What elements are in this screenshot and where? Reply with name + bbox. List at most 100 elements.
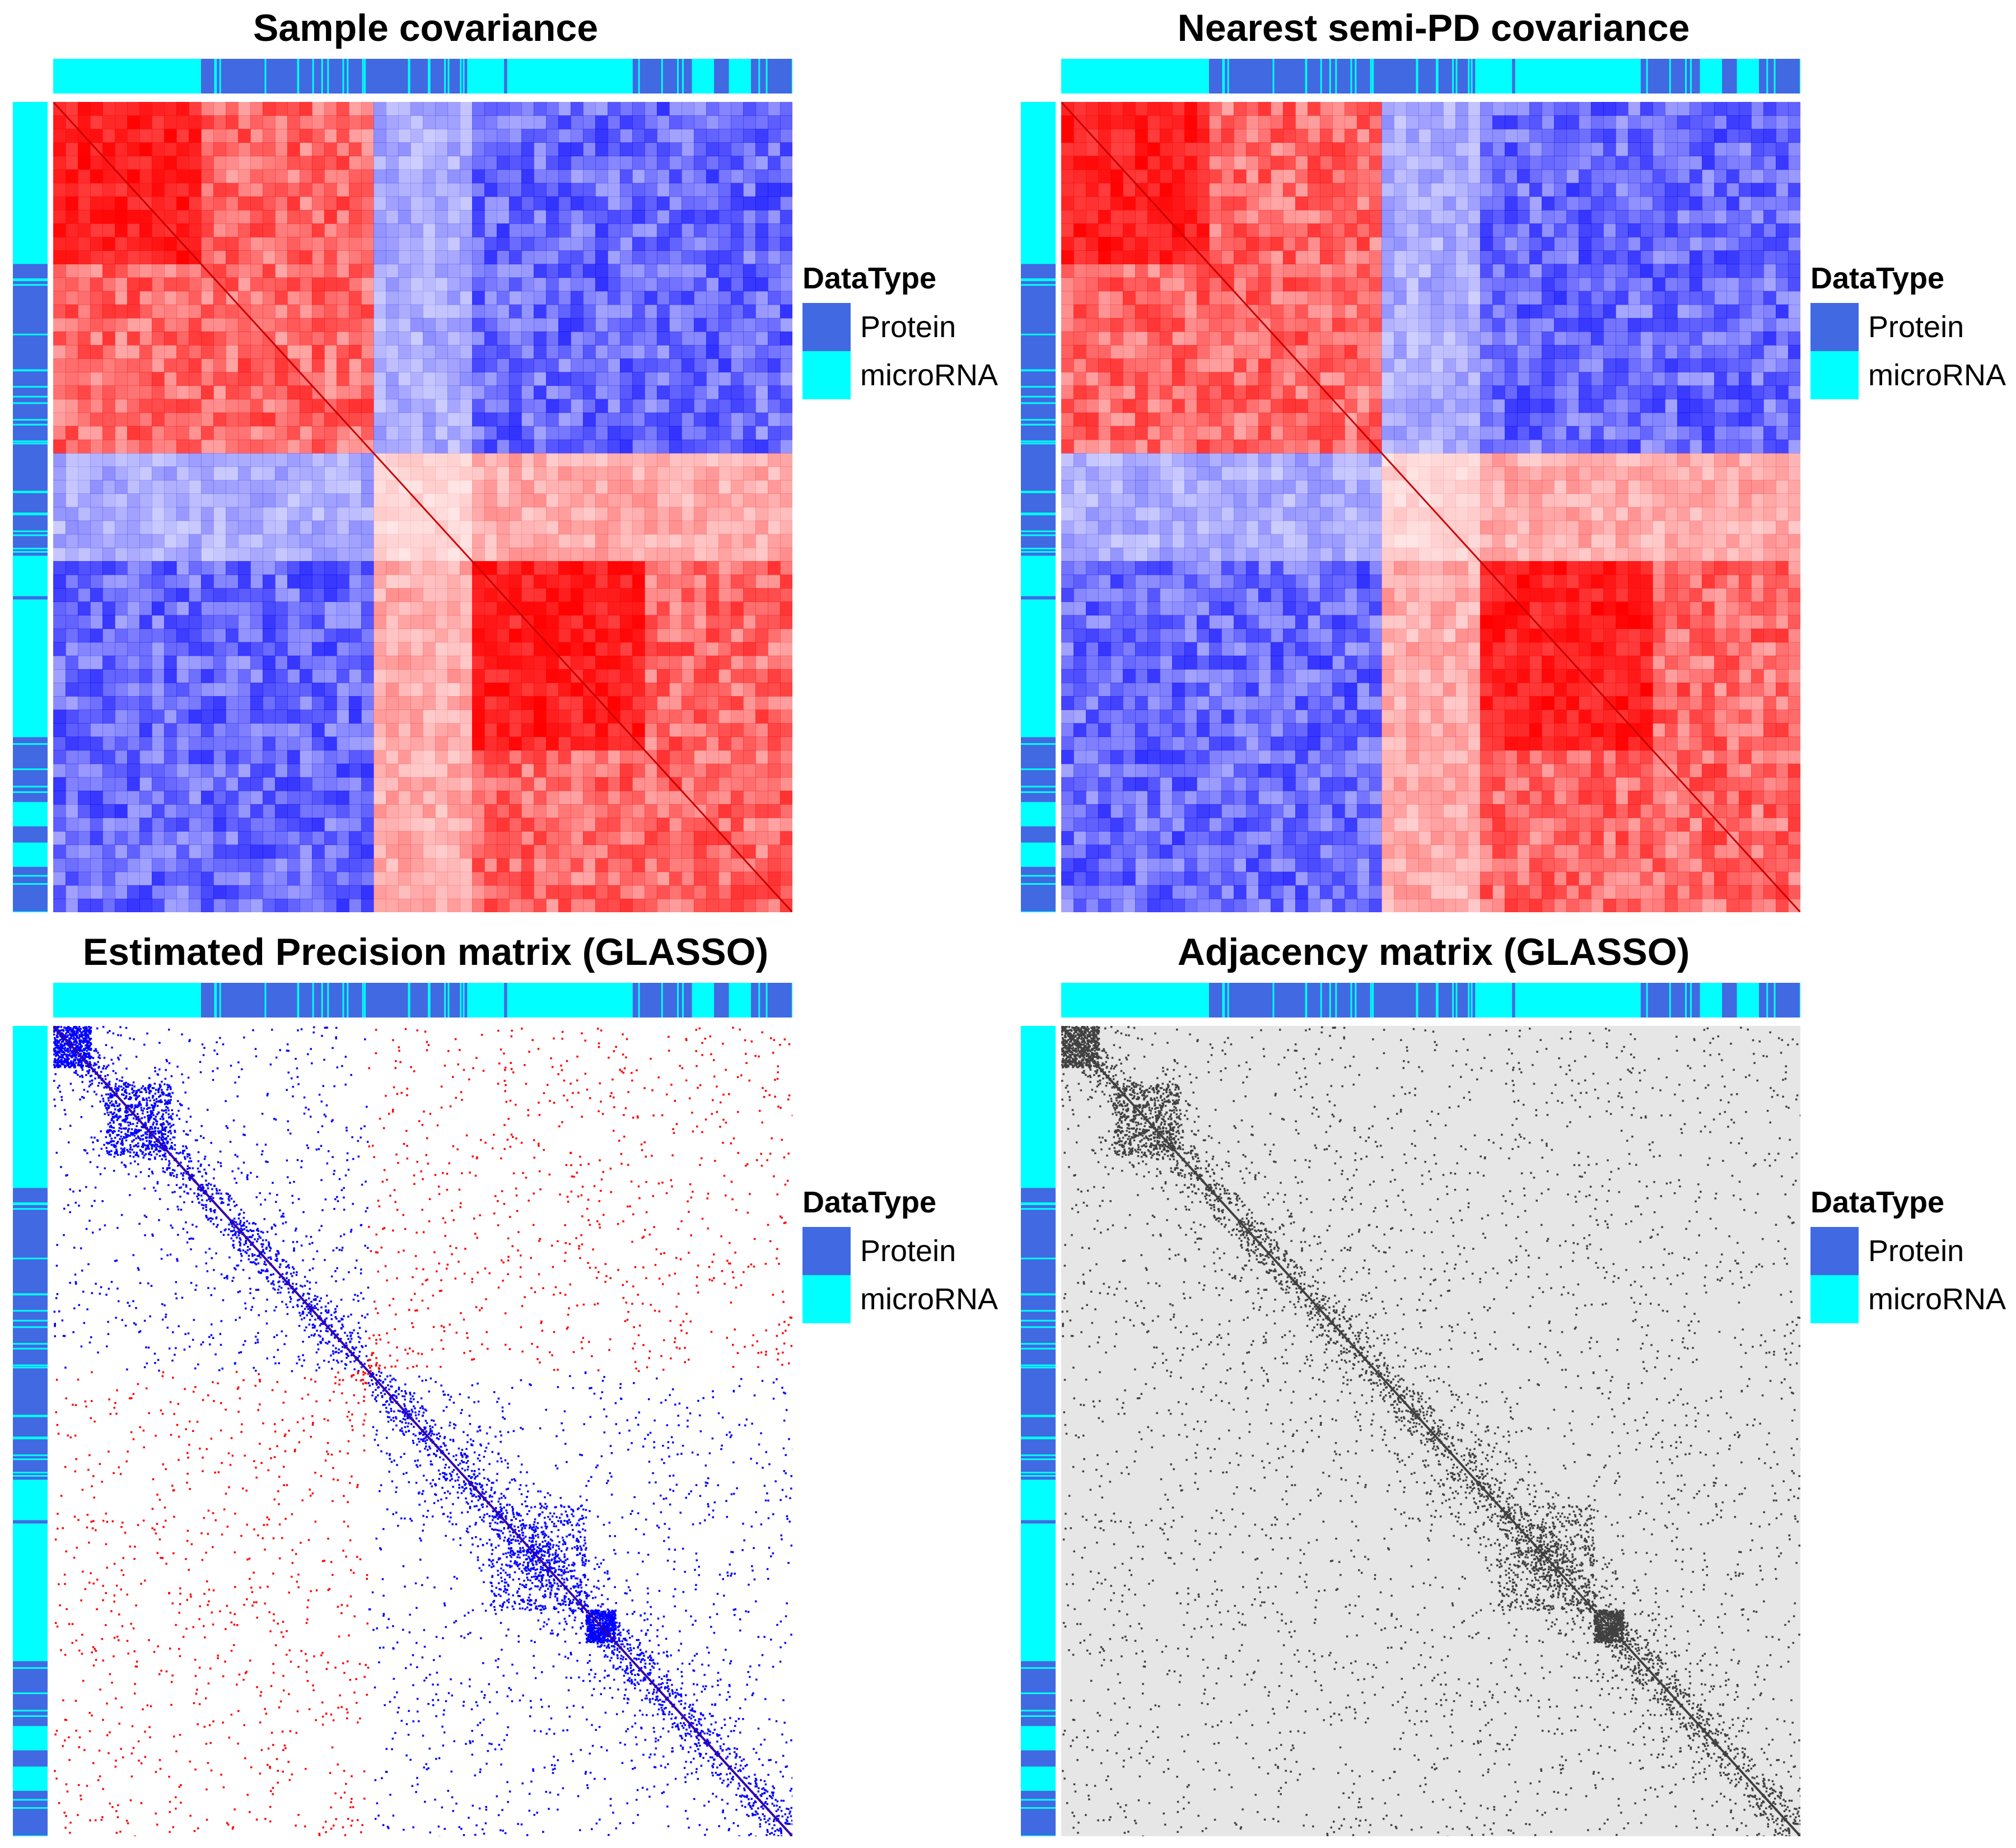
heatmap-cell [250, 372, 263, 386]
heatmap-cell [337, 426, 349, 440]
heatmap-cell [410, 156, 423, 170]
heatmap-cell [386, 304, 399, 319]
heatmap-cell [768, 318, 781, 332]
heatmap-cell [497, 669, 510, 683]
heatmap-cell [1209, 250, 1222, 264]
heatmap-cell [349, 372, 362, 386]
heatmap-cell [115, 183, 128, 197]
heatmap-cell [447, 615, 460, 629]
heatmap-cell [410, 304, 423, 319]
heatmap-cell [595, 844, 608, 859]
heatmap-cell [78, 412, 91, 427]
heatmap-cell [1763, 345, 1776, 359]
heatmap-cell [657, 439, 670, 454]
heatmap-cell [558, 683, 571, 697]
heatmap-cell [447, 345, 460, 359]
heatmap-cell [571, 818, 584, 832]
heatmap-cell [435, 615, 448, 629]
heatmap-cell [263, 277, 276, 292]
heatmap-cell [213, 642, 226, 656]
heatmap-cell [1320, 129, 1333, 143]
heatmap-cell [731, 237, 744, 251]
heatmap-cell [1135, 277, 1148, 292]
heatmap-cell [718, 372, 731, 386]
heatmap-cell [731, 790, 744, 805]
heatmap-cell [435, 466, 448, 480]
heatmap-cell [386, 575, 399, 589]
heatmap-cell [521, 399, 534, 413]
heatmap-cell [780, 790, 792, 805]
heatmap-cell [620, 372, 633, 386]
heatmap-cell [497, 399, 510, 413]
heatmap-cell [189, 237, 202, 251]
heatmap-cell [361, 736, 374, 751]
heatmap-cell [115, 115, 128, 129]
heatmap-cell [1739, 223, 1752, 237]
heatmap-cell [1505, 358, 1518, 372]
heatmap-cell [447, 575, 460, 589]
heatmap-cell [1394, 102, 1407, 116]
heatmap-cell [423, 831, 436, 846]
heatmap-cell [780, 304, 792, 319]
heatmap-cell [66, 412, 78, 427]
heatmap-cell [780, 763, 792, 778]
heatmap-cell [731, 453, 744, 467]
heatmap-cell [78, 763, 91, 778]
heatmap-cell [472, 683, 485, 697]
heatmap-cell [484, 493, 497, 508]
heatmap-cell [361, 885, 374, 899]
heatmap-cell [250, 466, 263, 480]
heatmap-cell [152, 534, 165, 548]
heatmap-cell [349, 156, 362, 170]
heatmap-cell [435, 588, 448, 602]
heatmap-cell [115, 669, 128, 683]
heatmap-cell [337, 277, 349, 292]
heatmap-cell [66, 804, 78, 818]
annotation-stripe [1646, 59, 1648, 94]
heatmap-cell [484, 277, 497, 292]
annotation-stripe [13, 423, 48, 426]
heatmap-cell [423, 142, 436, 157]
heatmap-cell [657, 115, 670, 129]
heatmap-cell [558, 736, 571, 751]
heatmap-cell [460, 223, 473, 237]
heatmap-cell [1776, 223, 1789, 237]
heatmap-cell [460, 331, 473, 346]
heatmap-cell [78, 750, 91, 764]
heatmap-cell [127, 426, 140, 440]
heatmap-cell [669, 358, 682, 372]
heatmap-cell [521, 736, 534, 751]
heatmap-cell [706, 102, 719, 116]
heatmap-cell [620, 318, 633, 332]
heatmap-cell [1566, 264, 1579, 278]
heatmap-cell [484, 898, 497, 912]
heatmap-cell [423, 575, 436, 589]
heatmap-cell [324, 885, 337, 899]
heatmap-cell [423, 129, 436, 143]
heatmap-cell [1628, 142, 1641, 157]
heatmap-cell [632, 223, 645, 237]
heatmap-cell [755, 750, 768, 764]
heatmap-cell [1345, 223, 1357, 237]
heatmap-cell [571, 412, 584, 427]
heatmap-cell [176, 763, 189, 778]
heatmap-cell [1665, 358, 1678, 372]
heatmap-cell [337, 507, 349, 521]
heatmap-cell [1320, 372, 1333, 386]
heatmap-cell [718, 385, 731, 400]
heatmap-cell [250, 723, 263, 738]
heatmap-cell [300, 142, 312, 157]
heatmap-cell [152, 683, 165, 697]
heatmap-cell [1221, 183, 1234, 197]
heatmap-cell [1271, 277, 1284, 292]
heatmap-cell [1579, 264, 1592, 278]
heatmap-cell [1542, 277, 1555, 292]
heatmap-cell [263, 683, 276, 697]
heatmap-cell [620, 898, 633, 912]
heatmap-cell [275, 898, 288, 912]
heatmap-cell [386, 412, 399, 427]
heatmap-cell [1763, 304, 1776, 319]
heatmap-cell [361, 669, 374, 683]
heatmap-cell [127, 790, 140, 805]
heatmap-cell [583, 250, 596, 264]
